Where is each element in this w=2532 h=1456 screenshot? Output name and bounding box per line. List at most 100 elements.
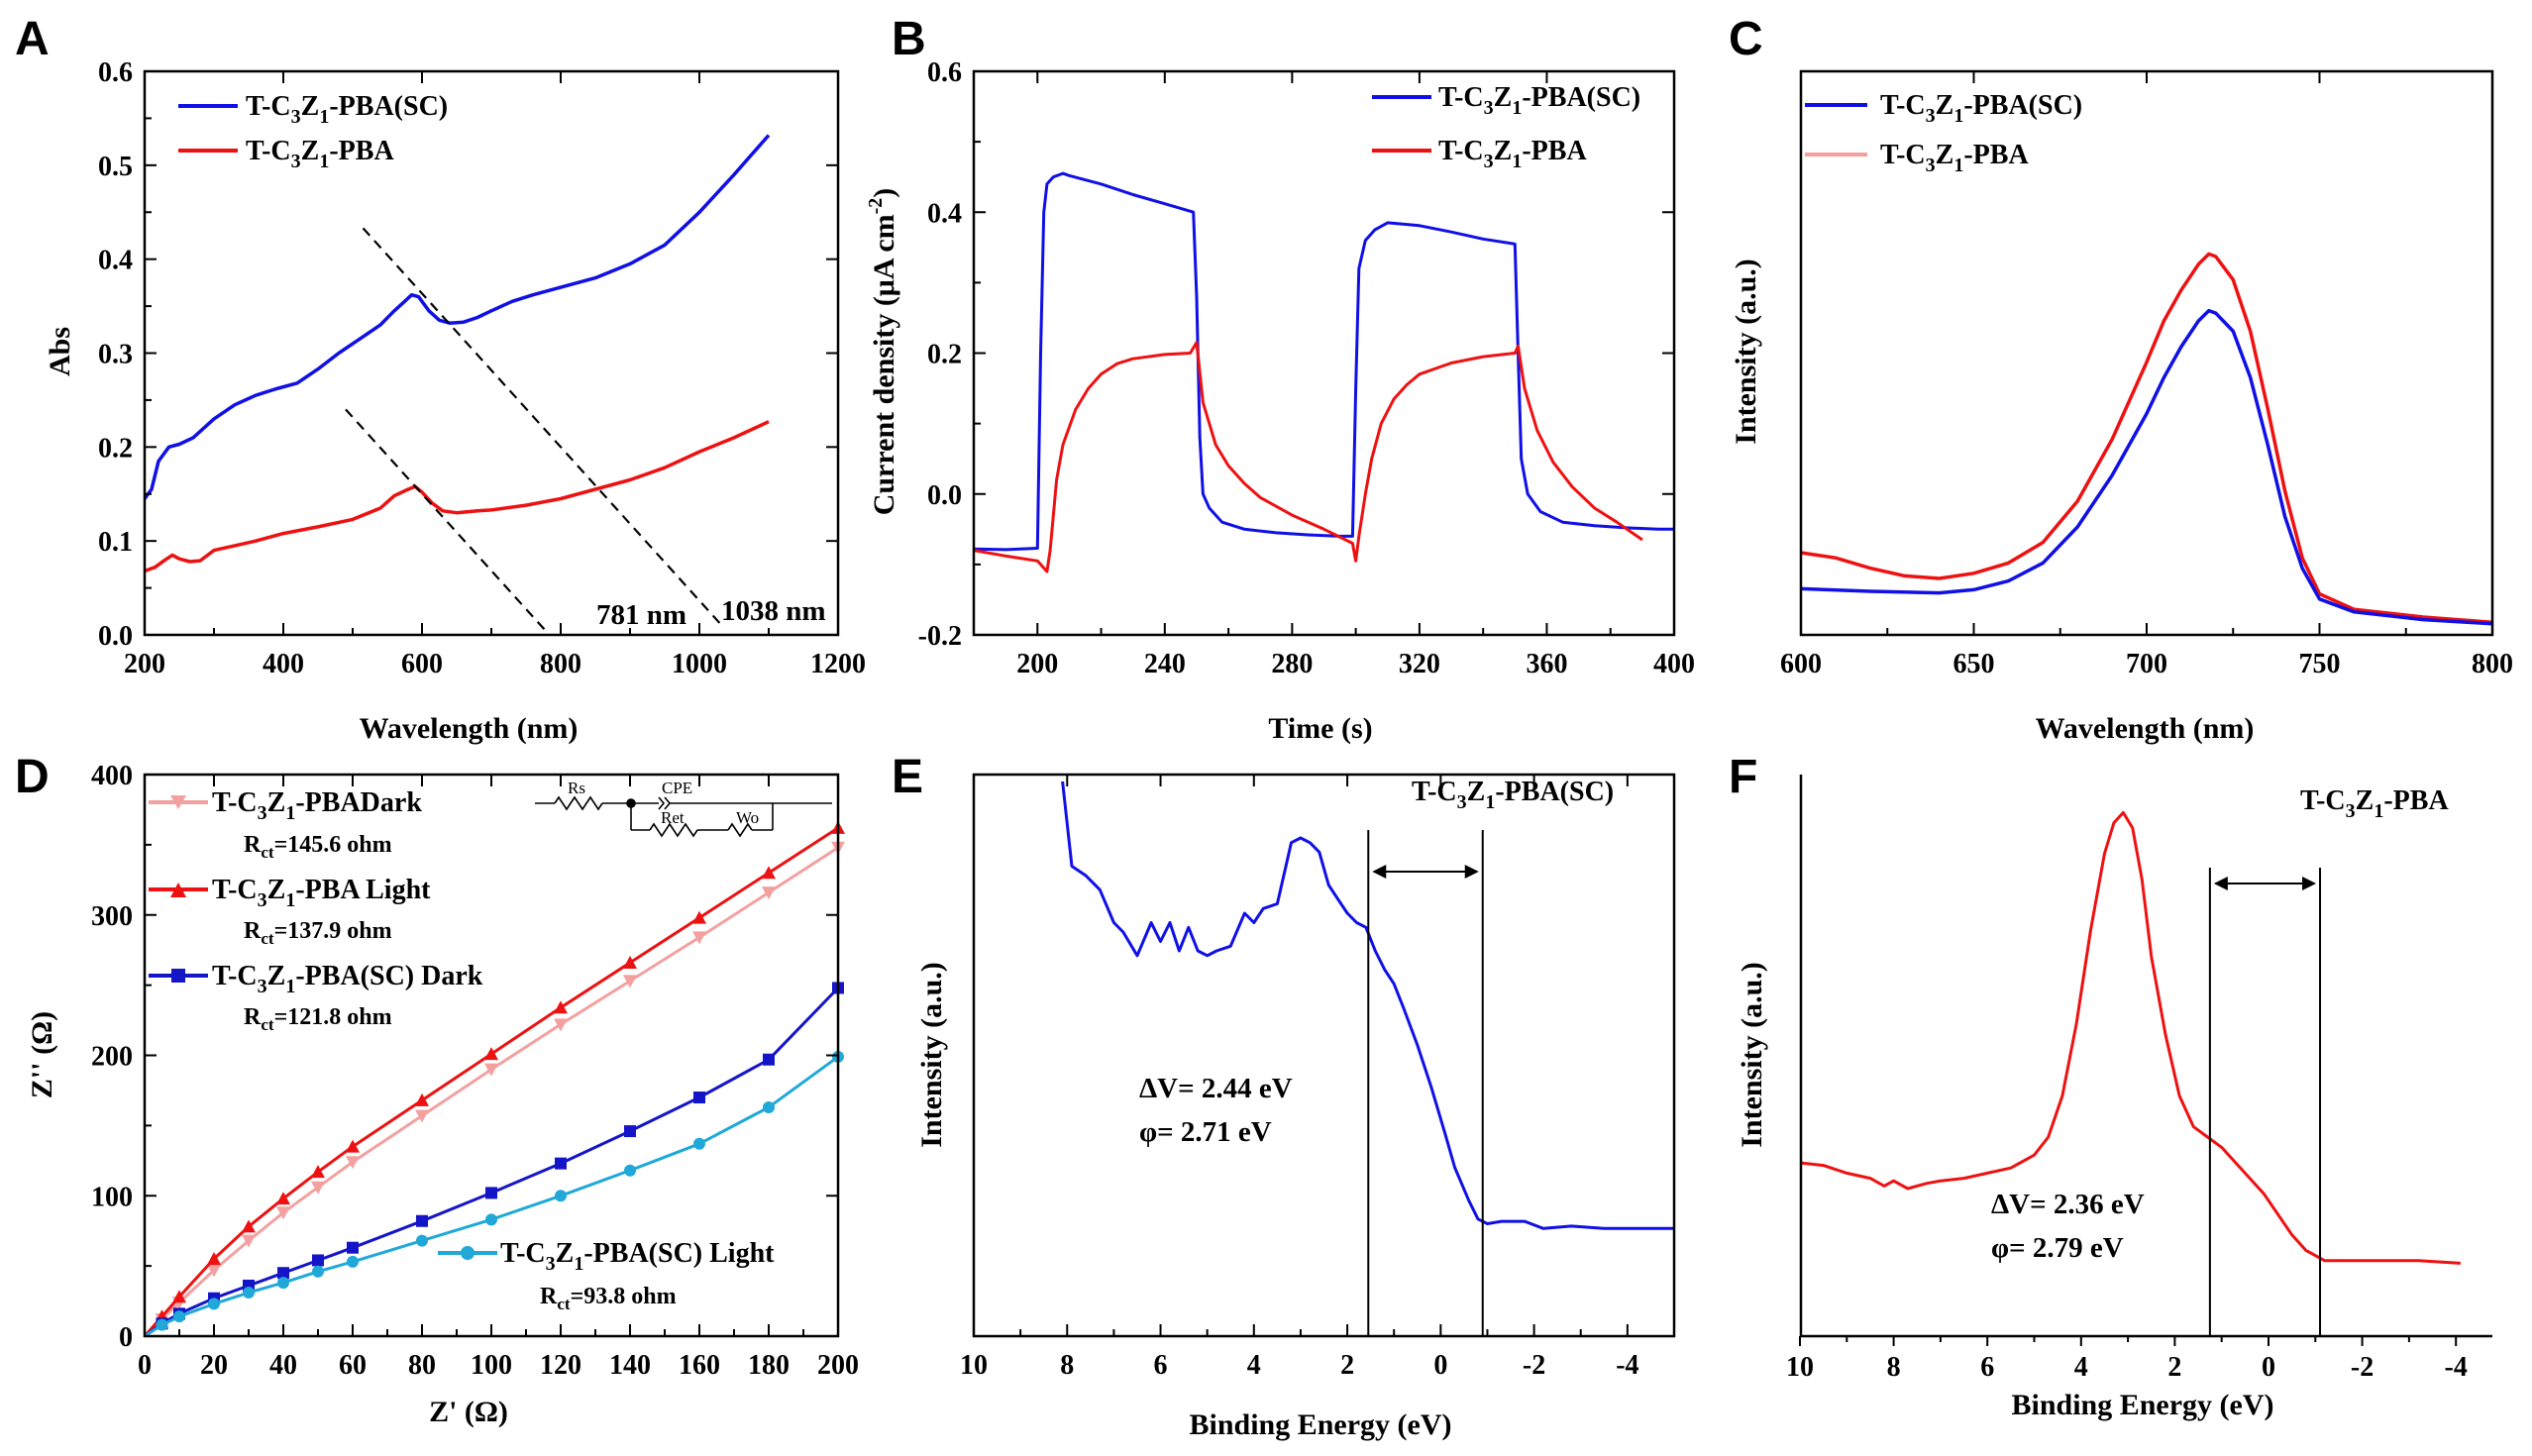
x-tick-label-c: 600 [1780,649,1822,679]
plot-f: 10 8 6 4 2 0 -2 -4 [1786,775,2492,1383]
series-marker-d-4 [243,1287,255,1300]
resistor-ret-icon [649,822,698,838]
series-line-a-2 [144,420,770,573]
arrowhead-right-icon [1464,865,1479,879]
annotation-e-phi: φ= 2.71 eV [1139,1116,1272,1148]
equivalent-circuit-inset [535,795,832,838]
series-marker-d-2 [172,1290,186,1303]
series-marker-d-2 [311,1165,325,1179]
legend-b-label-2: T-C3Z1-PBA [1438,136,1587,172]
series-marker-d-3 [347,1241,359,1254]
legend-c-label-1: T-C3Z1-PBA(SC) [1880,90,2082,127]
x-tick-label-b: 200 [1016,649,1058,679]
y-tick-label-b: 0.4 [927,198,962,229]
ylabel-c: Intensity (a.u.) [1730,259,1762,445]
series-marker-d-1 [207,1264,221,1278]
legend-d-label-3: T-C3Z1-PBA(SC) Dark [212,961,483,997]
plot-a: 200 400 600 800 1000 1200 0.0 0.1 0.2 0.3 0.4 0.5 0.… [98,57,866,679]
ylabel-b: Current density (μA cm-2) [865,188,900,516]
series-marker-d-3 [763,1053,775,1066]
y-tick-label-a: 0.4 [98,246,133,276]
x-tick-label-d: 20 [200,1350,228,1381]
x-tick-label-e: 8 [1060,1350,1074,1381]
panel-label-b: B [892,13,926,65]
plot-b: 200 240 280 320 360 400 -0.2 0.0 0.2 0.4 0.6 [918,57,1695,679]
legend-d: T-C3Z1-PBADark Rct=145.6 ohm T-C3Z1-PBA … [149,787,775,1313]
legend-d-rct-1: Rct=145.6 ohm [244,832,392,862]
series-marker-d-4 [208,1298,220,1310]
legend-d-rct-4: Rct=93.8 ohm [540,1284,677,1313]
ylabel-e: Intensity (a.u.) [915,962,948,1148]
circuit-label-cpe: CPE [662,779,692,797]
y-tick-label-b: 0.2 [927,340,962,370]
x-tick-label-d: 40 [269,1350,297,1381]
x-tick-label-f: 2 [2167,1352,2181,1383]
y-tick-label-d: 100 [91,1182,133,1212]
series-line-b-1 [973,171,1674,552]
annotation-1038nm: 1038 nm [721,595,826,627]
y-tick-label-d: 300 [91,901,133,932]
series-marker-d-4 [277,1277,289,1290]
legend-a-label-2: T-C3Z1-PBA [246,136,394,172]
legend-d-marker-4 [461,1246,475,1260]
series-line-f-1 [1799,810,2461,1265]
legend-d-rct-2: Rct=137.9 ohm [244,918,392,948]
series-line-b-2 [973,341,1643,573]
annotation-e-deltav: ΔV= 2.44 eV [1139,1073,1293,1104]
series-marker-d-2 [276,1192,290,1205]
xlabel-f: Binding Energy (eV) [2011,1389,2273,1421]
legend-d-marker-2 [170,883,186,897]
x-tick-label-d: 160 [679,1350,720,1381]
x-tick-label-f: 6 [1980,1352,1994,1383]
series-line-c-2 [1800,252,2493,624]
x-tick-label-c: 650 [1953,649,1995,679]
ylabel-f: Intensity (a.u.) [1736,962,1768,1148]
legend-a-label-1: T-C3Z1-PBA(SC) [246,91,448,128]
series-marker-d-2 [415,1092,429,1106]
series-marker-d-4 [763,1100,775,1113]
y-tick-label-d: 0 [119,1322,133,1353]
circuit-label-rs: Rs [568,779,585,797]
x-tick-label-a: 800 [540,649,581,679]
series-marker-d-3 [555,1157,567,1170]
x-tick-label-f: -4 [2445,1352,2468,1383]
x-tick-label-e: -4 [1616,1350,1638,1381]
x-tick-label-a: 1000 [672,649,727,679]
x-tick-label-b: 400 [1653,649,1695,679]
panel-label-c: C [1729,13,1763,65]
series-marker-d-2 [554,1000,568,1014]
x-tick-label-d: 140 [609,1350,651,1381]
dashed-guide-line-a-1 [362,227,721,625]
y-tick-label-a: 0.1 [98,527,133,558]
y-tick-label-b: 0.6 [927,57,962,88]
y-tick-label-a: 0.5 [98,152,133,182]
y-tick-label-a: 0.0 [98,621,133,652]
y-tick-label-b: 0.0 [927,480,962,511]
plot-e: 10 8 6 4 2 0 -2 -4 [960,773,1676,1381]
x-tick-label-f: 4 [2074,1352,2088,1383]
series-line-a-1 [143,134,771,500]
x-tick-label-b: 240 [1144,649,1186,679]
panel-label-a: A [15,13,50,65]
series-marker-d-1 [415,1109,429,1123]
x-tick-label-e: 10 [960,1350,988,1381]
series-marker-d-3 [277,1267,289,1280]
title-e: T-C3Z1-PBA(SC) [1412,777,1614,813]
x-tick-label-e: 2 [1340,1350,1354,1381]
x-tick-label-b: 320 [1399,649,1440,679]
annotation-781nm: 781 nm [596,599,686,631]
series-marker-d-1 [346,1156,360,1170]
series-marker-d-1 [762,886,776,900]
legend-d-marker-1 [170,795,186,809]
series-line-e-1 [1061,780,1674,1230]
circuit-label-wo: Wo [736,808,759,827]
series-marker-d-2 [207,1252,221,1266]
y-tick-label-d: 200 [91,1042,133,1073]
y-tick-label-b: -0.2 [918,621,962,652]
series-marker-d-4 [312,1265,324,1278]
legend-c-label-2: T-C3Z1-PBA [1880,140,2029,176]
x-tick-label-c: 750 [2299,649,2341,679]
x-tick-label-a: 600 [401,649,443,679]
x-tick-label-d: 100 [471,1350,512,1381]
